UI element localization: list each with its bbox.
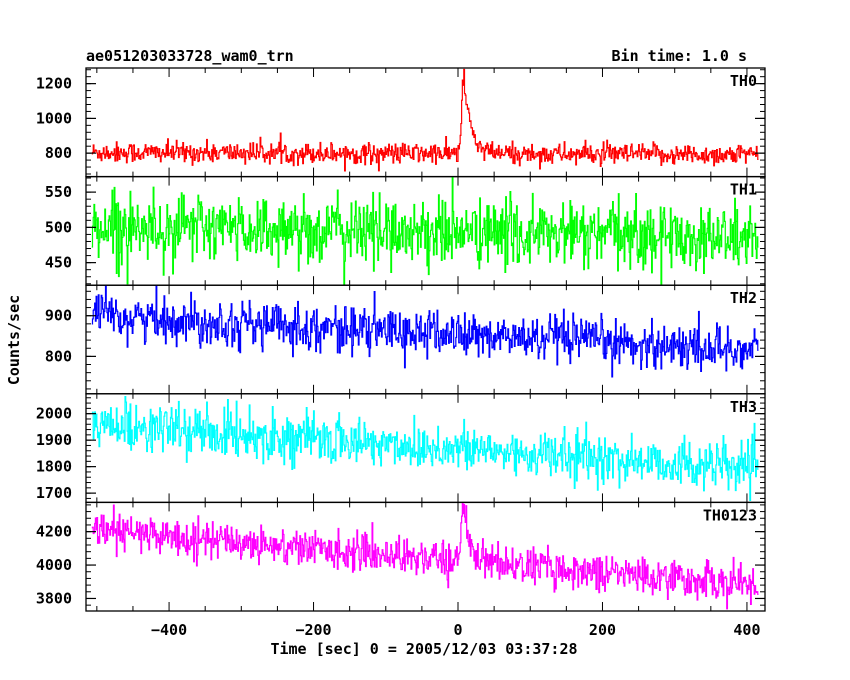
y-tick-label: 450 <box>45 254 72 272</box>
y-tick-label: 2000 <box>36 405 72 423</box>
y-axis-label: Counts/sec <box>5 295 23 385</box>
y-tick-label: 550 <box>45 183 72 201</box>
y-tick-label: 1200 <box>36 75 72 93</box>
panel-label: TH1 <box>730 181 757 199</box>
y-tick-label: 1000 <box>36 109 72 127</box>
x-tick-label: 0 <box>453 621 462 639</box>
x-tick-label: 200 <box>589 621 616 639</box>
x-axis: −400 −200 0 200 400 <box>151 621 760 639</box>
y-tick-label: 4000 <box>36 556 72 574</box>
y-tick-label: 4200 <box>36 523 72 541</box>
x-tick-label: 400 <box>733 621 760 639</box>
panel-th2: 800 900 TH2 <box>45 284 766 395</box>
y-tick-label: 900 <box>45 307 72 325</box>
series-th1 <box>91 176 759 286</box>
y-tick-label: 1800 <box>36 458 72 476</box>
panel-frame <box>85 393 766 504</box>
panel-th1: 450 500 550 TH1 <box>45 175 766 286</box>
panel-label: TH2 <box>730 289 757 307</box>
series-th0 <box>91 68 759 172</box>
panel-th0123: 3800 4000 4200 TH0123 <box>36 501 766 612</box>
y-tick-label: 800 <box>45 347 72 365</box>
panel-label: TH0123 <box>703 506 757 524</box>
bin-time-label: Bin time: 1.0 s <box>612 47 747 65</box>
y-tick-label: 500 <box>45 218 72 236</box>
x-axis-label: Time [sec] 0 = 2005/12/03 03:37:28 <box>270 640 577 658</box>
series-th2 <box>91 285 759 378</box>
series-th0123 <box>91 502 759 610</box>
panel-label: TH0 <box>730 72 757 90</box>
panel-frame <box>85 501 766 612</box>
panel-th3: 1700 1800 1900 2000 TH3 <box>36 393 766 504</box>
y-tick-label: 1700 <box>36 484 72 502</box>
panel-frame <box>85 284 766 395</box>
series-th3 <box>91 396 759 501</box>
y-tick-label: 1900 <box>36 431 72 449</box>
x-tick-label: −200 <box>295 621 331 639</box>
panel-label: TH3 <box>730 398 757 416</box>
y-tick-label: 3800 <box>36 589 72 607</box>
x-tick-label: −400 <box>151 621 187 639</box>
panel-th0: 800 1000 1200 TH0 <box>36 67 766 178</box>
plot-title: ae051203033728_wam0_trn <box>86 47 294 65</box>
y-tick-label: 800 <box>45 144 72 162</box>
